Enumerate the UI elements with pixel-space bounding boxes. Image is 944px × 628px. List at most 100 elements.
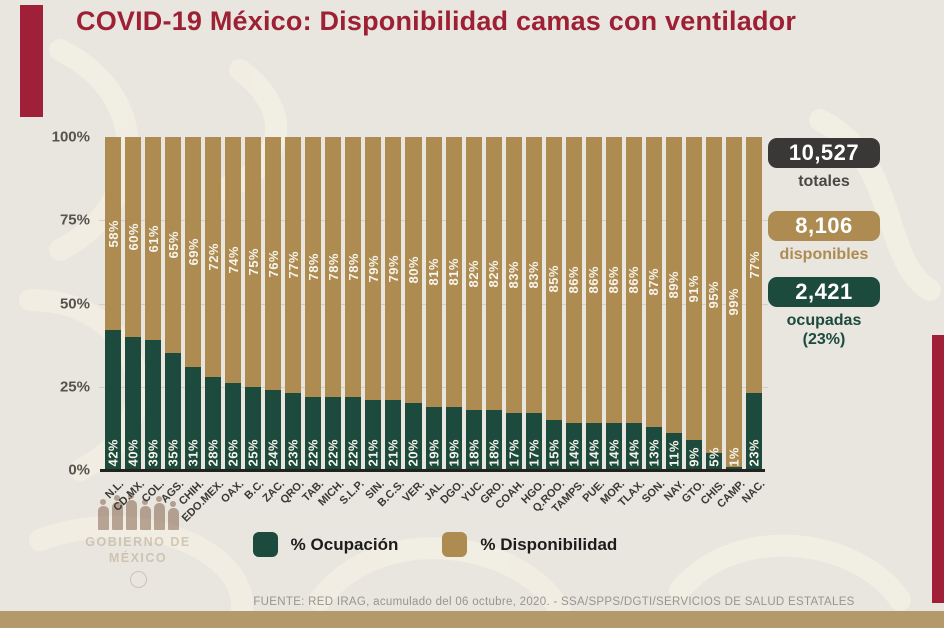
occupancy-value-label: 39% xyxy=(145,439,161,467)
bar-pue: 86% 14% xyxy=(585,137,602,470)
occupancy-value-label: 19% xyxy=(446,439,462,467)
availability-value-label: 82% xyxy=(486,259,502,288)
occupancy-value-label: 42% xyxy=(105,439,121,467)
y-tick-100: 100% xyxy=(51,128,90,146)
occupancy-segment xyxy=(125,336,142,470)
availability-value-label: 89% xyxy=(666,271,682,299)
occupancy-value-label: 28% xyxy=(205,439,221,467)
occupancy-value-label: 22% xyxy=(345,439,361,467)
availability-segment: 58% xyxy=(105,137,122,331)
figure-silhouette xyxy=(111,495,123,530)
occupancy-segment xyxy=(105,330,122,470)
plot-area: 58% 42% 60% 40% 61% 39% 65% 35% 69% 31% 72% 28% 74% 2… xyxy=(99,137,768,470)
availability-value-label: 83% xyxy=(506,261,522,289)
bar-chis: 95% 5% xyxy=(705,137,722,470)
occupancy-segment xyxy=(746,393,763,470)
bar-qro: 77% 23% xyxy=(285,137,302,470)
availability-segment: 60% xyxy=(125,137,142,337)
availability-value-label: 91% xyxy=(686,274,702,303)
availability-segment: 86% xyxy=(565,137,582,424)
availability-segment: 77% xyxy=(746,137,763,394)
legend-item-disponibilidad: % Disponibilidad xyxy=(442,532,617,557)
availability-value-label: 86% xyxy=(626,266,642,294)
availability-value-label: 75% xyxy=(245,248,261,276)
availability-value-label: 86% xyxy=(606,266,622,294)
y-tick-75: 75% xyxy=(59,211,90,229)
occupancy-value-label: 18% xyxy=(486,439,502,467)
availability-segment: 87% xyxy=(645,137,662,427)
availability-segment: 82% xyxy=(465,137,482,411)
availability-segment: 86% xyxy=(585,137,602,424)
occupancy-segment xyxy=(625,423,642,470)
availability-segment: 74% xyxy=(225,137,242,384)
bar-oax: 74% 26% xyxy=(225,137,242,470)
stat-label: totales xyxy=(798,173,850,190)
figure-silhouette xyxy=(167,501,179,530)
availability-value-label: 72% xyxy=(205,243,221,271)
occupancy-segment xyxy=(545,420,562,470)
bar-s-l-p: 78% 22% xyxy=(345,137,362,470)
availability-value-label: 95% xyxy=(706,281,722,309)
left-accent-bar xyxy=(20,5,43,117)
occupancy-segment xyxy=(245,386,262,470)
occupancy-value-label: 23% xyxy=(746,439,762,467)
availability-segment: 65% xyxy=(165,137,182,354)
bar-coah: 83% 17% xyxy=(505,137,522,470)
bar-son: 87% 13% xyxy=(645,137,662,470)
occupancy-segment xyxy=(145,340,162,470)
legend-swatch xyxy=(252,532,278,557)
y-tick-50: 50% xyxy=(59,295,90,312)
occupancy-value-label: 35% xyxy=(165,439,181,467)
availability-segment: 77% xyxy=(285,137,302,394)
bar-mor: 86% 14% xyxy=(605,137,622,470)
bar-nay: 89% 11% xyxy=(665,137,682,470)
occupancy-segment xyxy=(505,413,522,470)
stat-disponibles: 8,106 disponibles xyxy=(768,211,880,264)
bar-col: 61% 39% xyxy=(145,137,162,470)
availability-value-label: 58% xyxy=(105,219,121,248)
occupancy-segment xyxy=(325,396,342,470)
availability-segment: 83% xyxy=(525,137,542,414)
bar-tlax: 86% 14% xyxy=(625,137,642,470)
legend: % Ocupación % Disponibilidad xyxy=(105,532,765,557)
occupancy-value-label: 25% xyxy=(245,439,261,467)
availability-segment: 72% xyxy=(205,137,222,377)
stat-sublabel: (23%) xyxy=(802,331,846,348)
availability-value-label: 69% xyxy=(185,238,201,266)
availability-value-label: 79% xyxy=(365,254,381,283)
x-axis-line xyxy=(100,469,765,472)
availability-segment: 78% xyxy=(325,137,342,397)
availability-segment: 75% xyxy=(245,137,262,387)
availability-segment: 95% xyxy=(705,137,722,454)
occupancy-segment xyxy=(645,426,662,470)
occupancy-segment xyxy=(385,400,402,470)
occupancy-value-label: 14% xyxy=(566,439,582,467)
occupancy-value-label: 21% xyxy=(365,439,381,467)
availability-value-label: 77% xyxy=(746,251,762,279)
legend-label: % Disponibilidad xyxy=(480,534,618,554)
occupancy-value-label: 24% xyxy=(265,439,281,467)
availability-segment: 91% xyxy=(685,137,702,441)
availability-value-label: 74% xyxy=(225,246,241,274)
occupancy-value-label: 14% xyxy=(586,439,602,467)
bottom-accent-bar xyxy=(0,611,944,628)
bar-chih: 69% 31% xyxy=(185,137,202,470)
bar-mich: 78% 22% xyxy=(325,137,342,470)
bars: 58% 42% 60% 40% 61% 39% 65% 35% 69% 31% 72% 28% 74% 2… xyxy=(105,137,763,470)
occupancy-value-label: 18% xyxy=(466,439,482,467)
availability-segment: 86% xyxy=(605,137,622,424)
occupancy-segment xyxy=(585,423,602,470)
occupancy-segment xyxy=(345,396,362,470)
availability-value-label: 78% xyxy=(325,253,341,281)
occupancy-segment xyxy=(685,440,702,470)
occupancy-segment xyxy=(265,390,282,470)
availability-value-label: 85% xyxy=(546,264,562,293)
occupancy-value-label: 23% xyxy=(285,439,301,467)
availability-segment: 81% xyxy=(445,137,462,407)
occupancy-value-label: 21% xyxy=(385,439,401,467)
bar-camp: 99% 1% xyxy=(725,137,742,470)
availability-segment: 99% xyxy=(725,137,742,467)
bar-q-roo: 85% 15% xyxy=(545,137,562,470)
availability-value-label: 86% xyxy=(566,266,582,294)
bar-gto: 91% 9% xyxy=(685,137,702,470)
